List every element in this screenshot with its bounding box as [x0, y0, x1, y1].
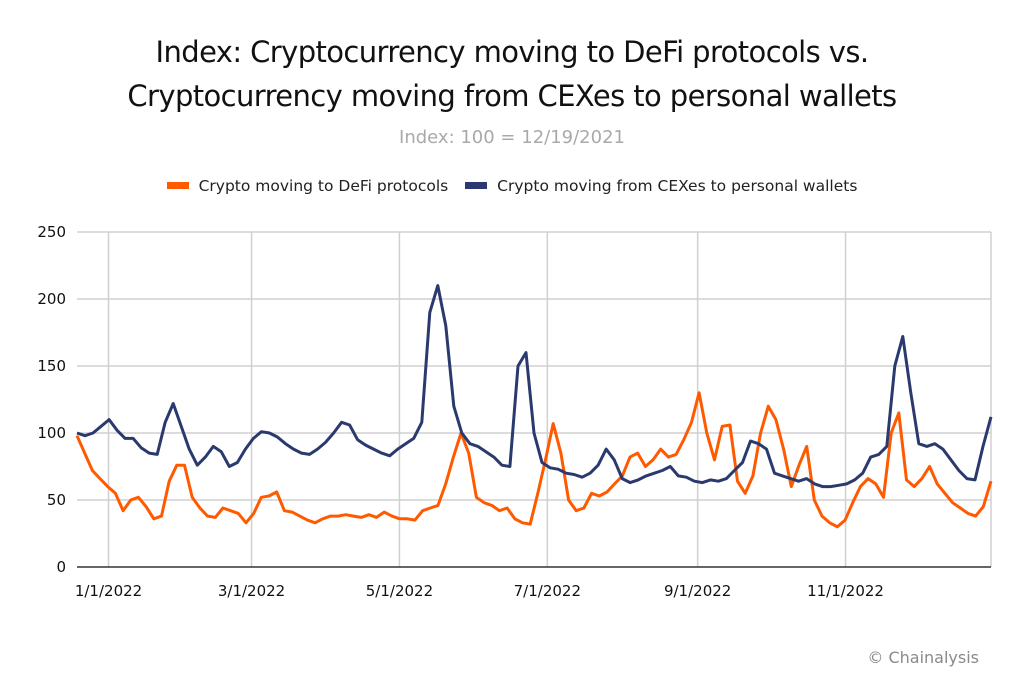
legend-swatch-defi [166, 182, 189, 189]
legend: Crypto moving to DeFi protocols Crypto m… [0, 175, 1024, 195]
series-line-defi [75, 391, 993, 529]
y-axis-ticks: 0 50 100 150 200 250 [37, 223, 66, 576]
series-lines [75, 284, 993, 529]
chart-title: Index: Cryptocurrency moving to DeFi pro… [0, 30, 1024, 118]
chart-title-line-1: Index: Cryptocurrency moving to DeFi pro… [155, 35, 870, 69]
x-tick-label: 11/1/2022 [807, 582, 884, 600]
x-tick-label: 1/1/2022 [75, 582, 142, 600]
series-line-cex [76, 284, 993, 489]
x-tick-label: 3/1/2022 [218, 582, 285, 600]
y-tick-label: 150 [37, 357, 66, 375]
y-tick-label: 0 [56, 558, 66, 576]
y-tick-label: 200 [37, 290, 66, 308]
legend-label-defi: Crypto moving to DeFi protocols [198, 176, 449, 195]
chart-subtitle: Index: 100 = 12/19/2021 [399, 127, 625, 148]
x-tick-label: 7/1/2022 [514, 582, 581, 600]
legend-item-defi: Crypto moving to DeFi protocols [166, 176, 449, 195]
x-tick-label: 5/1/2022 [366, 582, 433, 600]
legend-swatch-cex [465, 182, 488, 189]
chainalysis-credit: © Chainalysis [867, 648, 979, 667]
legend-item-cex: Crypto moving from CEXes to personal wal… [465, 177, 857, 195]
x-axis-ticks: 1/1/2022 3/1/2022 5/1/2022 7/1/2022 9/1/2022… [75, 582, 884, 600]
y-tick-label: 50 [47, 491, 66, 509]
chart-title-line-2: Cryptocurrency moving from CEXes to pers… [127, 79, 897, 113]
y-tick-label: 100 [37, 424, 66, 442]
legend-label-cex: Crypto moving from CEXes to personal wal… [497, 176, 858, 195]
y-tick-label: 250 [37, 223, 66, 241]
x-tick-label: 9/1/2022 [664, 582, 731, 600]
